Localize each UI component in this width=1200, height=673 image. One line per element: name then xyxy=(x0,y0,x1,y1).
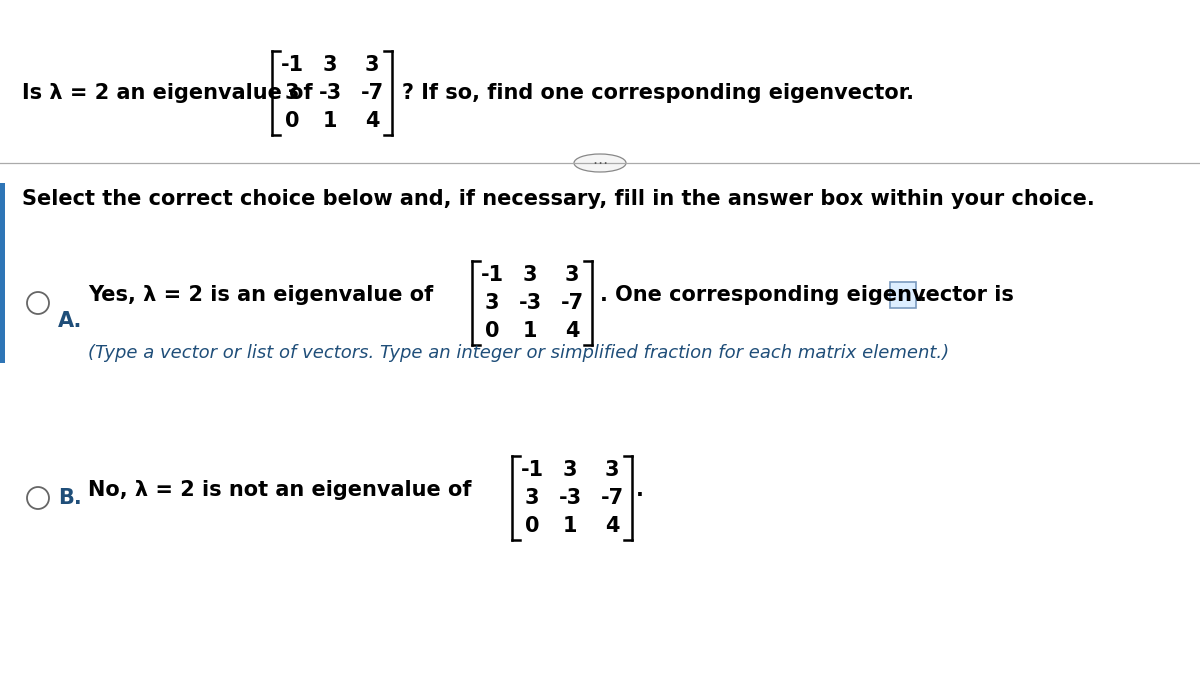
Text: 3: 3 xyxy=(523,265,538,285)
Text: (Type a vector or list of vectors. Type an integer or simplified fraction for ea: (Type a vector or list of vectors. Type … xyxy=(88,344,949,362)
Text: No, λ = 2 is not an eigenvalue of: No, λ = 2 is not an eigenvalue of xyxy=(88,480,472,500)
Text: ? If so, find one corresponding eigenvector.: ? If so, find one corresponding eigenvec… xyxy=(402,83,914,103)
Text: 0: 0 xyxy=(485,321,499,341)
Text: 3: 3 xyxy=(323,55,337,75)
Text: .: . xyxy=(636,480,644,500)
Text: -7: -7 xyxy=(600,488,624,508)
Text: 4: 4 xyxy=(605,516,619,536)
Text: Yes, λ = 2 is an eigenvalue of: Yes, λ = 2 is an eigenvalue of xyxy=(88,285,433,305)
Text: 3: 3 xyxy=(284,83,299,103)
Text: 3: 3 xyxy=(524,488,539,508)
Text: 1: 1 xyxy=(523,321,538,341)
Text: .: . xyxy=(919,285,926,305)
Text: -1: -1 xyxy=(281,55,304,75)
Text: 0: 0 xyxy=(524,516,539,536)
Text: 3: 3 xyxy=(365,55,379,75)
Bar xyxy=(0,183,5,363)
Text: ⋯: ⋯ xyxy=(593,155,607,170)
Text: 0: 0 xyxy=(284,111,299,131)
Text: -3: -3 xyxy=(558,488,582,508)
Text: -3: -3 xyxy=(318,83,342,103)
Text: 3: 3 xyxy=(605,460,619,480)
Text: Is λ = 2 an eigenvalue of: Is λ = 2 an eigenvalue of xyxy=(22,83,313,103)
Text: -1: -1 xyxy=(521,460,544,480)
Text: . One corresponding eigenvector is: . One corresponding eigenvector is xyxy=(600,285,1014,305)
Bar xyxy=(890,282,916,308)
Text: Select the correct choice below and, if necessary, fill in the answer box within: Select the correct choice below and, if … xyxy=(22,189,1094,209)
Text: 3: 3 xyxy=(485,293,499,313)
Text: -3: -3 xyxy=(518,293,541,313)
Text: -1: -1 xyxy=(480,265,504,285)
Text: 3: 3 xyxy=(565,265,580,285)
Text: A.: A. xyxy=(58,311,83,331)
Text: 4: 4 xyxy=(565,321,580,341)
Text: 1: 1 xyxy=(323,111,337,131)
Text: -7: -7 xyxy=(560,293,583,313)
Text: 1: 1 xyxy=(563,516,577,536)
Text: 3: 3 xyxy=(563,460,577,480)
Text: 4: 4 xyxy=(365,111,379,131)
Ellipse shape xyxy=(574,154,626,172)
Text: -7: -7 xyxy=(360,83,384,103)
Text: B.: B. xyxy=(58,488,82,508)
